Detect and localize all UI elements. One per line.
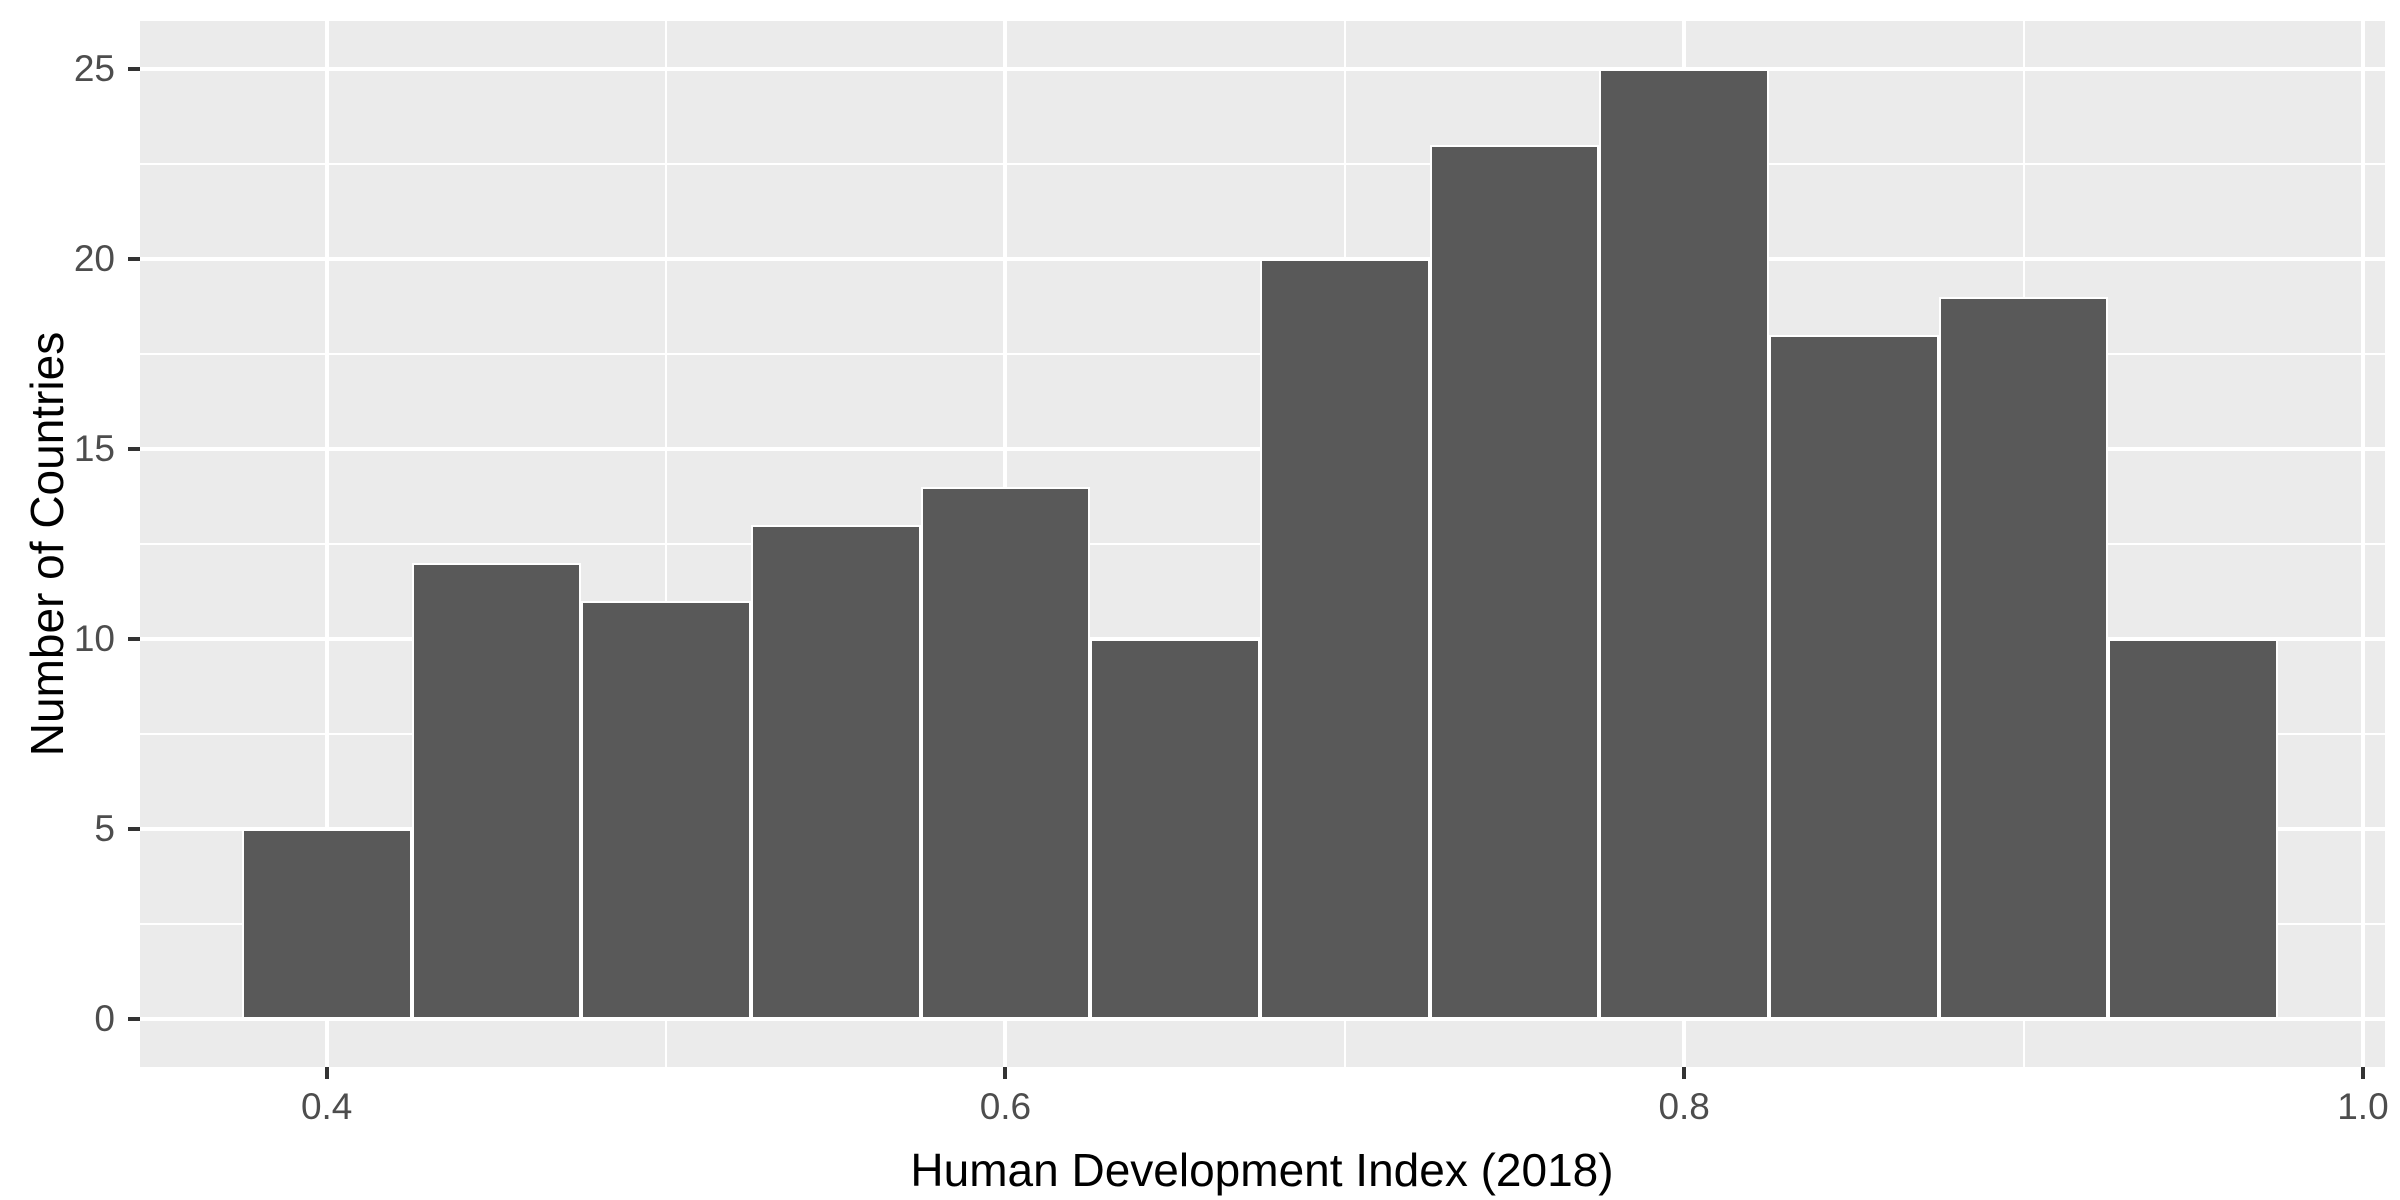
histogram-bar — [750, 524, 921, 1020]
y-tick-mark — [128, 446, 140, 451]
y-tick-label: 25 — [73, 47, 115, 89]
plot-panel — [140, 21, 2385, 1067]
gridline-major-x — [324, 21, 329, 1067]
histogram-bar — [1938, 296, 2109, 1020]
y-tick-mark — [128, 637, 140, 642]
y-tick-mark — [128, 256, 140, 261]
x-tick-label: 0.8 — [1658, 1086, 1710, 1127]
x-tick-mark — [1003, 1067, 1008, 1079]
histogram-bar — [1769, 334, 1939, 1020]
histogram-bar — [1429, 144, 1600, 1020]
y-tick-label: 20 — [73, 237, 115, 279]
x-tick-label: 0.4 — [300, 1086, 353, 1127]
y-tick-mark — [128, 66, 140, 71]
y-tick-label: 10 — [73, 618, 115, 660]
histogram-bar — [920, 486, 1091, 1020]
gridline-major-y — [140, 66, 2385, 71]
x-tick-mark — [2360, 1067, 2365, 1079]
histogram-bar — [581, 601, 751, 1020]
histogram-bar — [2108, 639, 2279, 1020]
x-tick-label: 1.0 — [2337, 1086, 2389, 1127]
x-axis-title: Human Development Index (2018) — [910, 1144, 1614, 1196]
x-tick-mark — [324, 1067, 329, 1079]
y-tick-mark — [128, 827, 140, 832]
y-tick-label: 5 — [94, 808, 115, 850]
gridline-major-x — [2360, 21, 2365, 1067]
histogram-bar — [1090, 639, 1260, 1020]
y-tick-label: 0 — [94, 998, 115, 1040]
gridline-minor-x — [665, 21, 668, 1067]
histogram-bar — [1259, 258, 1430, 1020]
y-axis-title: Number of Countries — [21, 331, 73, 757]
histogram-bar — [411, 563, 582, 1020]
histogram-bar — [241, 829, 412, 1020]
y-tick-label: 15 — [73, 427, 115, 469]
y-tick-mark — [128, 1017, 140, 1022]
histogram-bar — [1599, 68, 1770, 1020]
gridline-major-y — [140, 1017, 2385, 1022]
gridline-minor-y — [140, 162, 2385, 165]
x-tick-mark — [1682, 1067, 1687, 1079]
x-tick-label: 0.6 — [979, 1086, 1032, 1127]
